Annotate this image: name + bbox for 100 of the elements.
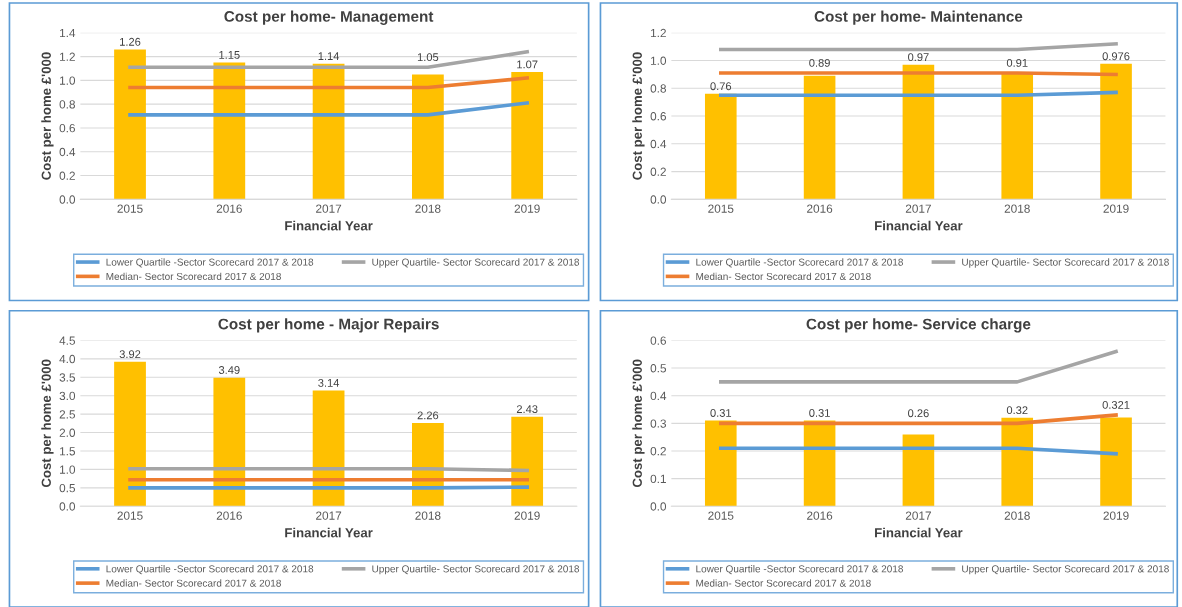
- legend-label: Lower Quartile -Sector Scorecard 2017 & 2018: [106, 565, 314, 575]
- y-tick-label: 0.5: [59, 483, 76, 493]
- bar: [1001, 73, 1034, 200]
- y-tick-label: 0.6: [650, 336, 666, 345]
- legend-label: Lower Quartile -Sector Scorecard 2017 & 2018: [696, 565, 903, 575]
- y-tick-label: 0.6: [59, 123, 75, 133]
- data-label: 0.31: [809, 409, 830, 417]
- x-tick-label: 2018: [1004, 204, 1030, 213]
- legend-label: Upper Quartile- Sector Scorecard 2017 & 2018: [372, 258, 580, 268]
- y-tick-label: 2.5: [59, 410, 76, 419]
- y-tick-label: 4.0: [59, 354, 76, 364]
- x-tick-label: 2016: [807, 204, 833, 213]
- legend-label: Lower Quartile -Sector Scorecard 2017 & 2018: [696, 258, 903, 268]
- x-tick-label: 2019: [514, 204, 540, 213]
- x-axis-title: Financial Year: [285, 220, 373, 231]
- y-axis-title: Cost per home £'000: [632, 359, 645, 488]
- y-tick-label: 3.5: [59, 373, 76, 382]
- bar: [213, 62, 246, 200]
- data-label: 1.15: [219, 51, 240, 59]
- bar: [114, 49, 146, 200]
- chart-title: Cost per home- Management: [224, 10, 434, 25]
- y-tick-label: 1.2: [651, 28, 666, 38]
- y-tick-label: 1.0: [60, 465, 76, 474]
- y-tick-label: 0.5: [650, 364, 667, 373]
- data-label: 1.26: [120, 37, 141, 46]
- bar: [704, 93, 737, 200]
- bar: [511, 416, 544, 507]
- y-tick-label: 4.5: [59, 336, 76, 345]
- data-label: 0.321: [1102, 400, 1130, 409]
- y-tick-label: 0.2: [650, 167, 666, 176]
- data-label: 0.976: [1102, 52, 1130, 61]
- x-axis-title: Financial Year: [875, 527, 963, 538]
- x-tick-label: 2015: [708, 511, 734, 520]
- y-tick-label: 0.0: [650, 195, 667, 204]
- y-tick-label: 0.4: [650, 139, 667, 149]
- y-tick-label: 0.6: [650, 112, 666, 121]
- x-tick-label: 2019: [514, 511, 540, 520]
- y-tick-label: 1.4: [60, 28, 76, 38]
- x-tick-label: 2017: [316, 511, 342, 520]
- data-label: 0.97: [908, 53, 929, 62]
- x-tick-label: 2018: [1004, 511, 1030, 520]
- x-tick-label: 2017: [905, 204, 931, 213]
- data-label: 0.31: [710, 409, 732, 417]
- y-axis-title: Cost per home £'000: [41, 359, 54, 488]
- data-label: 3.49: [218, 366, 240, 374]
- y-tick-label: 0.1: [650, 474, 666, 484]
- y-tick-label: 3.0: [59, 391, 76, 401]
- data-label: 1.05: [417, 53, 439, 62]
- y-tick-label: 0.8: [59, 100, 75, 109]
- data-label: 2.26: [417, 411, 439, 420]
- y-tick-label: 0.2: [59, 171, 75, 180]
- bar: [902, 434, 935, 507]
- legend-label: Median- Sector Scorecard 2017 & 2018: [106, 272, 281, 280]
- data-label: 1.07: [517, 60, 538, 69]
- y-tick-label: 0.4: [650, 391, 667, 401]
- data-label: 3.92: [119, 350, 141, 359]
- data-label: 3.14: [318, 378, 340, 387]
- legend-label: Median- Sector Scorecard 2017 & 2018: [106, 579, 281, 587]
- data-label: 0.32: [1006, 406, 1028, 415]
- x-tick-label: 2018: [415, 511, 441, 520]
- legend-label: Median- Sector Scorecard 2017 & 2018: [696, 272, 871, 280]
- data-label: 0.89: [809, 58, 830, 67]
- data-label: 0.26: [908, 409, 929, 418]
- bar: [1100, 63, 1132, 200]
- y-tick-label: 0.2: [650, 447, 666, 456]
- x-tick-label: 2018: [415, 204, 441, 213]
- legend-label: Upper Quartile- Sector Scorecard 2017 & 2018: [962, 258, 1169, 268]
- x-tick-label: 2019: [1103, 511, 1129, 520]
- bar: [213, 377, 246, 507]
- legend-label: Upper Quartile- Sector Scorecard 2017 & 2018: [372, 565, 580, 575]
- x-tick-label: 2015: [117, 204, 143, 213]
- bar: [803, 75, 836, 200]
- y-tick-label: 1.0: [651, 56, 667, 65]
- y-axis-title: Cost per home £'000: [41, 52, 54, 180]
- y-tick-label: 0.3: [650, 419, 666, 428]
- x-tick-label: 2017: [316, 204, 342, 213]
- data-label: 0.91: [1006, 58, 1028, 67]
- x-tick-label: 2017: [905, 511, 931, 520]
- bar: [511, 72, 544, 200]
- y-tick-label: 1.5: [60, 447, 76, 456]
- y-tick-label: 0.8: [650, 84, 666, 93]
- chart-title: Cost per home- Service charge: [806, 318, 1031, 333]
- x-axis-title: Financial Year: [285, 527, 373, 538]
- bar: [1100, 417, 1132, 507]
- y-tick-label: 0.0: [650, 502, 667, 511]
- bar: [1001, 417, 1034, 507]
- legend-label: Lower Quartile -Sector Scorecard 2017 & 2018: [106, 258, 314, 268]
- chart-title: Cost per home - Major Repairs: [218, 318, 439, 333]
- legend-label: Upper Quartile- Sector Scorecard 2017 & 2018: [962, 565, 1169, 575]
- data-label: 1.14: [318, 52, 340, 60]
- x-tick-label: 2015: [708, 204, 734, 213]
- x-tick-label: 2016: [216, 511, 242, 520]
- data-label: 2.43: [516, 405, 538, 414]
- x-tick-label: 2015: [117, 511, 143, 520]
- y-axis-title: Cost per home £'000: [632, 52, 645, 180]
- y-tick-label: 0.0: [59, 502, 76, 511]
- bar: [902, 64, 935, 200]
- y-tick-label: 1.2: [60, 52, 75, 61]
- y-tick-label: 2.0: [59, 428, 76, 437]
- x-axis-title: Financial Year: [875, 220, 963, 231]
